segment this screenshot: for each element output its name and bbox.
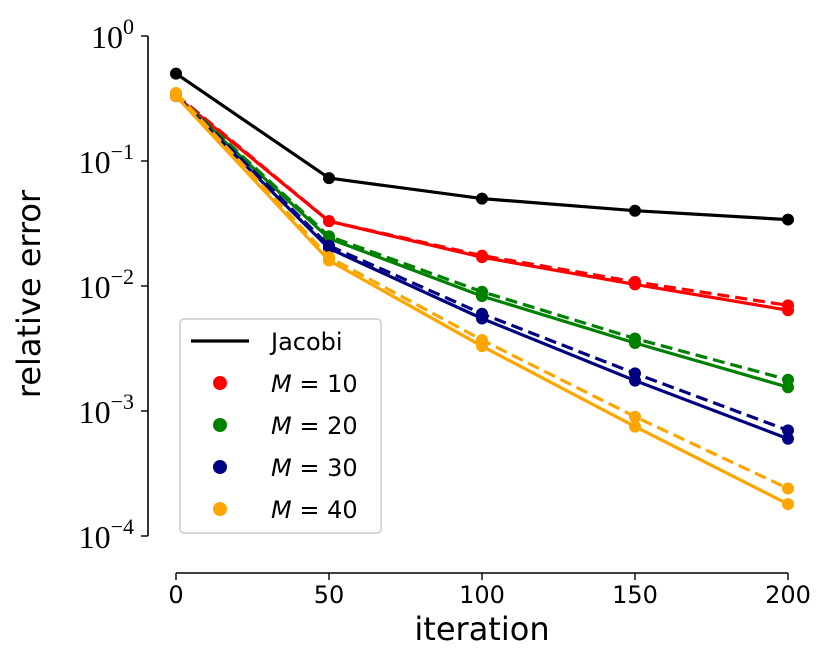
data-point-8-3 <box>629 410 641 423</box>
legend: Jacobi M = 10 M = 20 M = 30 M = 40 <box>179 318 382 534</box>
y-tick-label: 10−3 <box>79 389 134 430</box>
data-point-4-1 <box>323 230 335 243</box>
data-point-6-1 <box>323 239 335 252</box>
data-point-7-3 <box>629 420 641 433</box>
data-point-2-1 <box>323 215 335 228</box>
legend-label: M = 20 <box>271 412 358 440</box>
x-tick-label: 50 <box>314 581 345 609</box>
x-tick-label: 0 <box>168 581 183 609</box>
ticks: 0 50 100 150 200 100 10−1 10−2 10−3 10−4 <box>79 14 811 609</box>
data-point-4-3 <box>629 332 641 345</box>
data-point-6-2 <box>476 307 488 320</box>
y-tick-label: 100 <box>91 14 134 55</box>
data-point-8-0 <box>170 86 182 99</box>
y-tick-label: 10−1 <box>79 139 134 180</box>
data-point-4-4 <box>782 373 794 386</box>
legend-label: M = 30 <box>271 454 358 482</box>
data-point-2-3 <box>629 275 641 288</box>
plot-area <box>170 67 794 511</box>
data-point-2-2 <box>476 249 488 262</box>
data-point-0-4 <box>782 213 794 226</box>
legend-marker <box>213 376 227 390</box>
legend-label: M = 10 <box>271 370 358 398</box>
legend-marker <box>213 502 227 516</box>
data-point-0-2 <box>476 192 488 205</box>
x-axis-label: iteration <box>414 610 549 648</box>
data-point-6-4 <box>782 424 794 437</box>
x-tick-label: 150 <box>612 581 658 609</box>
data-point-8-4 <box>782 482 794 495</box>
legend-label: Jacobi <box>269 328 343 356</box>
data-point-7-4 <box>782 498 794 511</box>
y-tick-label: 10−4 <box>79 514 134 555</box>
data-point-8-2 <box>476 333 488 346</box>
legend-frame <box>179 318 382 534</box>
data-point-6-3 <box>629 367 641 380</box>
x-tick-label: 100 <box>459 581 505 609</box>
series-line-2 <box>174 93 789 307</box>
y-tick-label: 10−2 <box>79 264 134 305</box>
legend-label: M = 40 <box>271 496 358 524</box>
legend-marker <box>213 418 227 432</box>
data-point-0-1 <box>323 172 335 185</box>
data-point-8-1 <box>323 251 335 264</box>
data-point-0-0 <box>170 67 182 80</box>
data-point-5-4 <box>782 432 794 445</box>
data-point-2-4 <box>782 299 794 312</box>
y-axis-label: relative error <box>10 189 48 398</box>
data-point-0-3 <box>629 204 641 217</box>
legend-marker <box>213 460 227 474</box>
x-tick-label: 200 <box>765 581 811 609</box>
data-point-4-2 <box>476 285 488 298</box>
